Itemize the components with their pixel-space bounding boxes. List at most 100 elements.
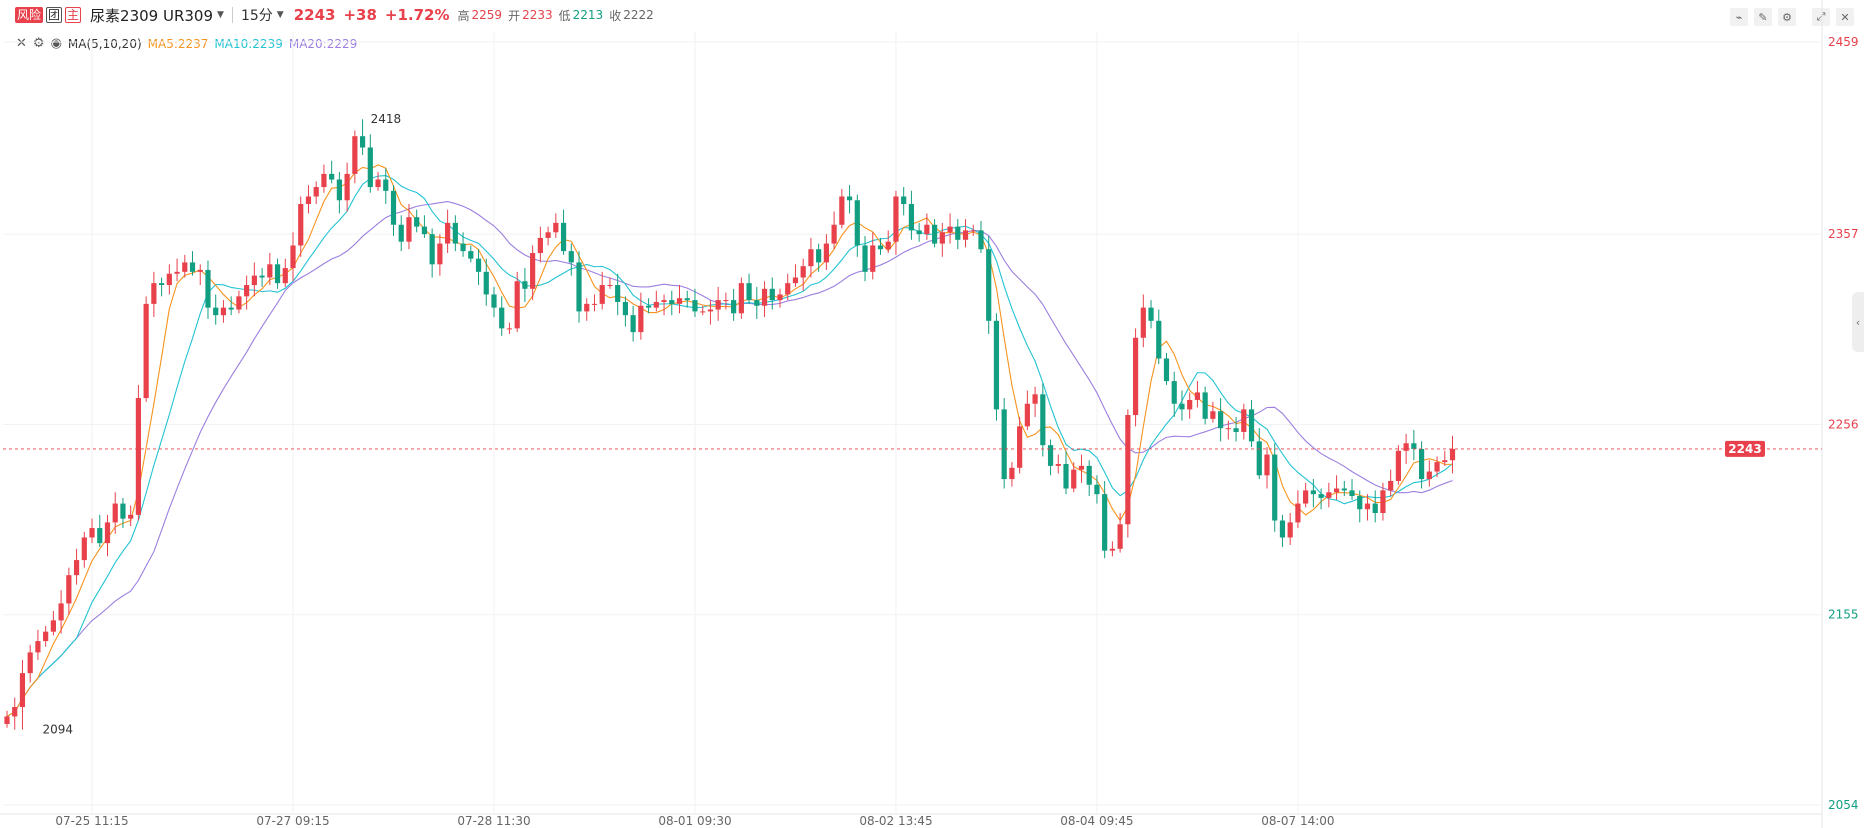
settings-icon[interactable]: ⚙ — [1778, 8, 1796, 26]
price-change-pct: +1.72% — [384, 6, 450, 24]
candle-body — [1024, 403, 1030, 427]
candle-body — [290, 245, 296, 269]
group-tag: 团 — [46, 7, 63, 23]
candle-body — [514, 281, 520, 329]
candle-body — [885, 241, 891, 250]
low-label: 低 — [558, 8, 571, 23]
candle-body — [622, 301, 628, 316]
candle-body — [359, 136, 366, 148]
candle-body — [344, 173, 350, 201]
interval-dropdown-icon[interactable]: ▼ — [276, 10, 284, 20]
y-tick-label: 2459 — [1828, 35, 1859, 49]
candle-body — [483, 271, 489, 295]
candle-body — [50, 620, 56, 632]
candle-body — [1225, 428, 1231, 430]
candle-body — [27, 652, 33, 674]
close-label: 收 — [609, 8, 622, 23]
candle-body — [1349, 490, 1355, 497]
candle-body — [1148, 307, 1154, 321]
candle-body — [120, 503, 126, 519]
candle-body — [383, 179, 389, 191]
candle-body — [1210, 411, 1216, 419]
candle-body — [761, 288, 768, 306]
candle-body — [877, 245, 884, 250]
chart-toolbar: ⌁ ✎ ⚙ ⤢ ✕ — [1730, 8, 1854, 26]
expand-icon[interactable]: ⤢ — [1812, 8, 1830, 26]
candle-body — [993, 320, 1000, 410]
candle-body — [522, 281, 528, 289]
indicator-settings-icon[interactable]: ⚙ — [32, 36, 45, 51]
candle-body — [1295, 503, 1301, 523]
candle-body — [1341, 488, 1347, 491]
indicator-icon[interactable]: ⌁ — [1730, 8, 1748, 26]
open-label: 开 — [508, 8, 521, 23]
candle-body — [916, 230, 922, 235]
candle-body — [530, 253, 536, 289]
candle-body — [66, 575, 72, 604]
remove-indicator-icon[interactable]: ✕ — [16, 36, 27, 51]
candle-body — [816, 249, 822, 263]
symbol-dropdown-icon[interactable]: ▼ — [217, 10, 224, 20]
close-icon[interactable]: ✕ — [1836, 8, 1854, 26]
candle-body — [653, 301, 659, 308]
candle-body — [12, 707, 18, 717]
x-tick-label: 07-25 11:15 — [55, 814, 128, 828]
candle-body — [901, 196, 907, 205]
candle-body — [1310, 490, 1316, 495]
last-price: 2243 — [293, 6, 336, 24]
y-tick-label: 2054 — [1828, 798, 1859, 812]
candle-body — [244, 285, 250, 297]
low-value: 2213 — [572, 8, 604, 22]
candle-body — [924, 224, 930, 235]
candle-body — [1001, 409, 1007, 480]
symbol-selector[interactable]: 尿素2309 UR309 — [90, 6, 214, 25]
candle-body — [1218, 411, 1224, 429]
side-panel-toggle-icon[interactable]: ‹ — [1852, 292, 1864, 352]
candle-body — [978, 230, 984, 250]
candle-body — [839, 196, 845, 225]
candle-body — [4, 716, 10, 724]
candle-body — [58, 603, 64, 621]
candle-body — [908, 204, 915, 231]
interval-selector[interactable]: 15分 — [240, 8, 273, 24]
open-value: 2233 — [522, 8, 553, 22]
candle-body — [452, 222, 458, 244]
candle-body — [1202, 392, 1208, 419]
candle-body — [823, 243, 829, 263]
candle-body — [1078, 465, 1085, 470]
candle-body — [893, 196, 899, 242]
draw-pencil-icon[interactable]: ✎ — [1754, 8, 1772, 26]
candle-body — [576, 262, 582, 312]
candle-body — [460, 243, 466, 252]
candle-body — [89, 528, 95, 538]
x-tick-label: 08-01 09:30 — [658, 814, 731, 828]
candle-body — [545, 232, 551, 238]
candle-body — [800, 266, 806, 278]
candle-body — [468, 251, 474, 259]
candle-body — [1303, 490, 1309, 504]
candle-body — [1163, 358, 1170, 382]
candle-body — [367, 147, 373, 188]
candle-body — [1032, 394, 1038, 404]
candle-body — [754, 300, 760, 306]
main-contract-tag: 主 — [65, 7, 82, 23]
candle-body — [506, 328, 513, 330]
divider — [231, 7, 233, 23]
candle-body — [1318, 494, 1324, 498]
candle-body — [73, 560, 80, 576]
candle-body — [870, 245, 876, 272]
candle-body — [962, 230, 969, 240]
candle-body — [661, 300, 667, 302]
risk-tag: 风险 — [15, 7, 44, 23]
candle-body — [1395, 450, 1401, 481]
candle-body — [182, 262, 188, 272]
visibility-eye-icon[interactable]: ◉ — [50, 36, 62, 51]
candle-body — [151, 283, 157, 304]
ma10-value: MA10:2239 — [214, 36, 283, 51]
candle-body — [81, 537, 87, 561]
candle-body — [375, 179, 381, 188]
candle-body — [1109, 548, 1115, 551]
candle-body — [584, 303, 590, 312]
candle-body — [1086, 465, 1092, 485]
